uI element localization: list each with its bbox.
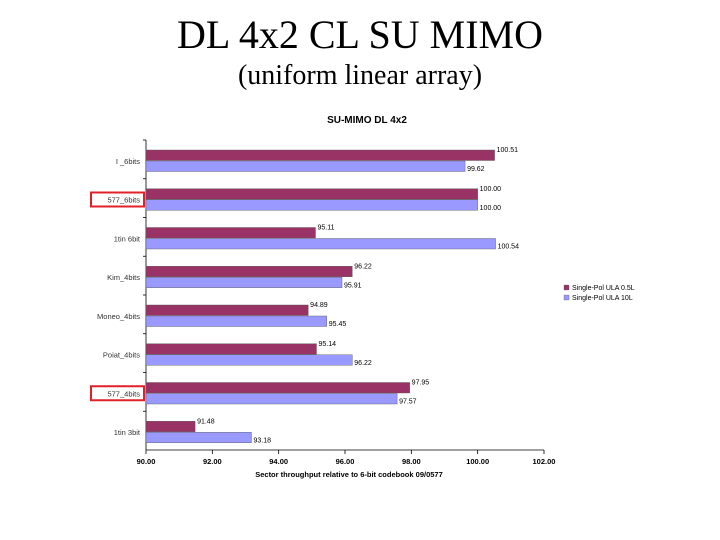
x-tick-label: 90.00 [137,457,156,466]
data-label: 93.18 [253,437,271,444]
bar-series-2 [145,315,327,327]
legend: Single-Pol ULA 0.5L Single-Pol ULA 10L [563,284,635,302]
category-label: 577_6bits [107,196,140,205]
bar-series-2 [145,393,398,405]
legend-swatch [563,294,570,301]
category-highlight-box [90,191,145,208]
category-label: Moneo_4bits [97,312,140,321]
data-label: 100.00 [480,205,502,212]
legend-label: Single-Pol ULA 10L [572,295,633,302]
category-label: I _6bits [116,157,140,166]
x-tick-label: 94.00 [269,457,288,466]
category-label: 1tin 3bit [114,428,141,437]
bar-series-2 [145,238,496,250]
data-label: 91.48 [197,418,215,425]
chart-title: SU-MIMO DL 4x2 [327,115,407,126]
data-label: 95.14 [318,341,336,348]
plot-area: 90.00 92.00 94.00 96.00 98.00 100.00 102.00 I _… [90,139,556,466]
data-label: 100.54 [498,244,520,251]
bar-series-2 [145,354,353,366]
legend-label: Single-Pol ULA 0.5L [572,285,635,292]
data-label: 97.57 [399,399,417,406]
data-label: 95.91 [344,282,362,289]
legend-swatch [563,284,570,291]
data-label: 95.11 [317,225,334,232]
bar-series-1 [145,343,317,355]
slide-title: DL 4x2 CL SU MIMO [177,12,543,57]
data-label: 96.22 [354,360,372,367]
x-tick-label: 98.00 [402,457,421,466]
data-label: 96.22 [354,263,372,270]
data-label: 99.62 [467,166,485,173]
data-label: 100.51 [497,147,519,154]
category-label: 1tin 6bit [114,234,141,243]
bar-series-1 [145,304,309,316]
category-label: Kim_4bits [107,273,140,282]
x-tick-label: 92.00 [203,457,222,466]
bar-series-2 [145,432,252,443]
bar-series-1 [145,227,316,239]
bar-series-1 [145,149,495,161]
bar-series-1 [145,382,410,394]
x-tick-label: 100.00 [466,457,489,466]
bar-series-1 [145,188,478,200]
slide-subtitle: (uniform linear array) [237,60,483,91]
category-highlight-box [90,385,145,402]
data-label: 100.00 [480,186,502,193]
bar-series-1 [145,266,353,277]
x-tick-label: 96.00 [336,457,355,466]
bar-series-1 [145,421,196,432]
category-label: Poiat_4bits [103,351,140,360]
x-axis-label: Sector throughput relative to 6-bit code… [255,470,443,479]
bar-series-2 [145,160,466,172]
data-label: 97.95 [412,380,430,387]
category-label: 577_4bits [107,389,140,398]
data-label: 94.89 [310,302,328,309]
x-tick-label: 102.00 [533,457,556,466]
bar-series-2 [145,199,478,211]
data-label: 95.45 [329,321,347,328]
bar-series-2 [145,277,343,288]
